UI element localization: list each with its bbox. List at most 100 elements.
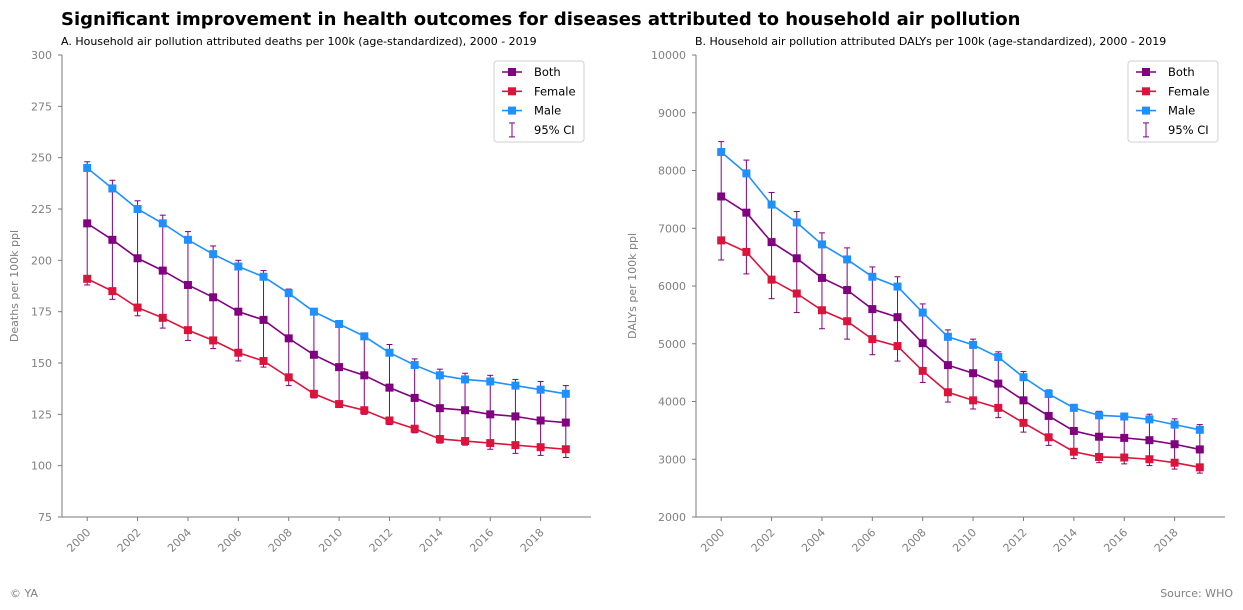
y-tick-label: 150: [31, 357, 52, 370]
legend: Both Female Male 95% CI: [493, 60, 585, 143]
legend-box: [493, 60, 585, 143]
data-point-female: [817, 306, 826, 315]
data-point-female: [742, 247, 751, 256]
data-point-female: [943, 388, 952, 397]
x-tick-label: 2006: [849, 526, 878, 555]
data-point-both: [943, 361, 952, 370]
data-point-female: [1120, 453, 1129, 462]
data-point-male: [133, 205, 142, 213]
data-point-male: [1069, 403, 1078, 412]
data-point-both: [234, 307, 243, 316]
data-point-female: [994, 403, 1003, 412]
series-line-female: [86, 278, 566, 451]
data-point-female: [360, 406, 369, 415]
data-point-female: [561, 445, 570, 454]
y-axis-label: DALYs per 100k ppl: [626, 233, 639, 339]
legend-label-ci: 95% CI: [534, 123, 575, 137]
y-tick-label: 8000: [658, 165, 686, 178]
legend-marker-female: [508, 87, 516, 96]
x-tick-label: 2006: [215, 526, 244, 555]
data-point-female: [717, 236, 726, 245]
x-tick-label: 2000: [698, 526, 727, 555]
data-point-both: [1195, 445, 1204, 454]
y-tick-label: 10000: [651, 49, 686, 62]
data-point-female: [385, 416, 394, 425]
y-tick-label: 175: [31, 306, 52, 319]
y-axis-label: Deaths per 100k ppl: [8, 230, 21, 342]
data-point-female: [108, 287, 117, 296]
data-point-both: [717, 192, 726, 201]
data-point-female: [1019, 418, 1028, 427]
data-point-both: [918, 339, 927, 348]
data-point-both: [158, 266, 167, 275]
data-point-female: [536, 443, 545, 452]
footer-source: Source: WHO: [1160, 587, 1233, 600]
x-tick-label: 2004: [799, 526, 828, 555]
data-point-female: [1195, 463, 1204, 472]
legend-label-male: Male: [1168, 104, 1195, 118]
data-point-male: [817, 240, 826, 249]
data-point-female: [335, 400, 344, 409]
data-point-male: [183, 235, 192, 244]
x-tick-label: 2018: [518, 526, 547, 555]
series-line-male: [720, 151, 1200, 431]
data-point-both: [435, 404, 444, 413]
data-point-both: [843, 286, 852, 295]
data-point-both: [868, 305, 877, 314]
x-tick-label: 2018: [1152, 526, 1181, 555]
data-point-male: [385, 348, 394, 357]
data-point-male: [435, 371, 444, 380]
data-point-male: [284, 289, 293, 298]
data-point-male: [843, 255, 852, 264]
y-tick-label: 3000: [658, 453, 686, 466]
data-point-both: [511, 412, 520, 421]
data-point-male: [335, 319, 344, 328]
x-tick-label: 2016: [1101, 526, 1130, 555]
series-line-both: [720, 195, 1200, 451]
data-point-male: [1145, 415, 1154, 424]
chart-subtitle: A. Household air pollution attributed de…: [61, 35, 537, 48]
data-point-male: [792, 218, 801, 227]
x-tick-label: 2010: [316, 526, 345, 555]
x-tick-label: 2002: [749, 526, 778, 555]
footer-copyright: © YA: [10, 587, 38, 600]
legend-marker-both: [508, 68, 516, 76]
data-point-female: [918, 366, 927, 375]
data-point-male: [461, 375, 470, 384]
data-point-female: [1170, 458, 1179, 467]
data-point-male: [1170, 420, 1179, 429]
legend-label-both: Both: [534, 65, 561, 79]
data-point-both: [335, 363, 344, 372]
data-point-male: [309, 307, 318, 316]
data-point-female: [486, 439, 495, 448]
data-point-both: [108, 235, 117, 244]
data-point-female: [133, 303, 142, 312]
data-point-male: [994, 353, 1003, 362]
legend-marker-both: [1142, 68, 1150, 76]
legend-label-ci: 95% CI: [1168, 123, 1209, 137]
y-tick-label: 9000: [658, 107, 686, 120]
data-point-female: [183, 326, 192, 335]
data-point-both: [209, 293, 218, 302]
x-tick-label: 2002: [115, 526, 144, 555]
data-point-both: [1044, 411, 1053, 420]
x-tick-label: 2008: [266, 526, 295, 555]
legend-marker-male: [1142, 106, 1150, 115]
data-point-female: [83, 274, 92, 283]
x-tick-label: 2000: [64, 526, 93, 555]
data-point-male: [969, 340, 978, 349]
x-tick-label: 2010: [950, 526, 979, 555]
y-tick-label: 100: [31, 460, 52, 473]
data-point-female: [209, 336, 218, 345]
x-tick-label: 2008: [900, 526, 929, 555]
data-point-both: [385, 383, 394, 392]
x-tick-label: 2016: [467, 526, 496, 555]
chart-subtitle: B. Household air pollution attributed DA…: [695, 35, 1166, 48]
y-tick-label: 225: [31, 203, 52, 216]
data-point-both: [360, 371, 369, 380]
data-point-female: [792, 289, 801, 298]
data-point-male: [536, 385, 545, 394]
legend-label-female: Female: [534, 84, 576, 98]
data-point-female: [435, 434, 444, 443]
series-line-female: [720, 239, 1200, 469]
